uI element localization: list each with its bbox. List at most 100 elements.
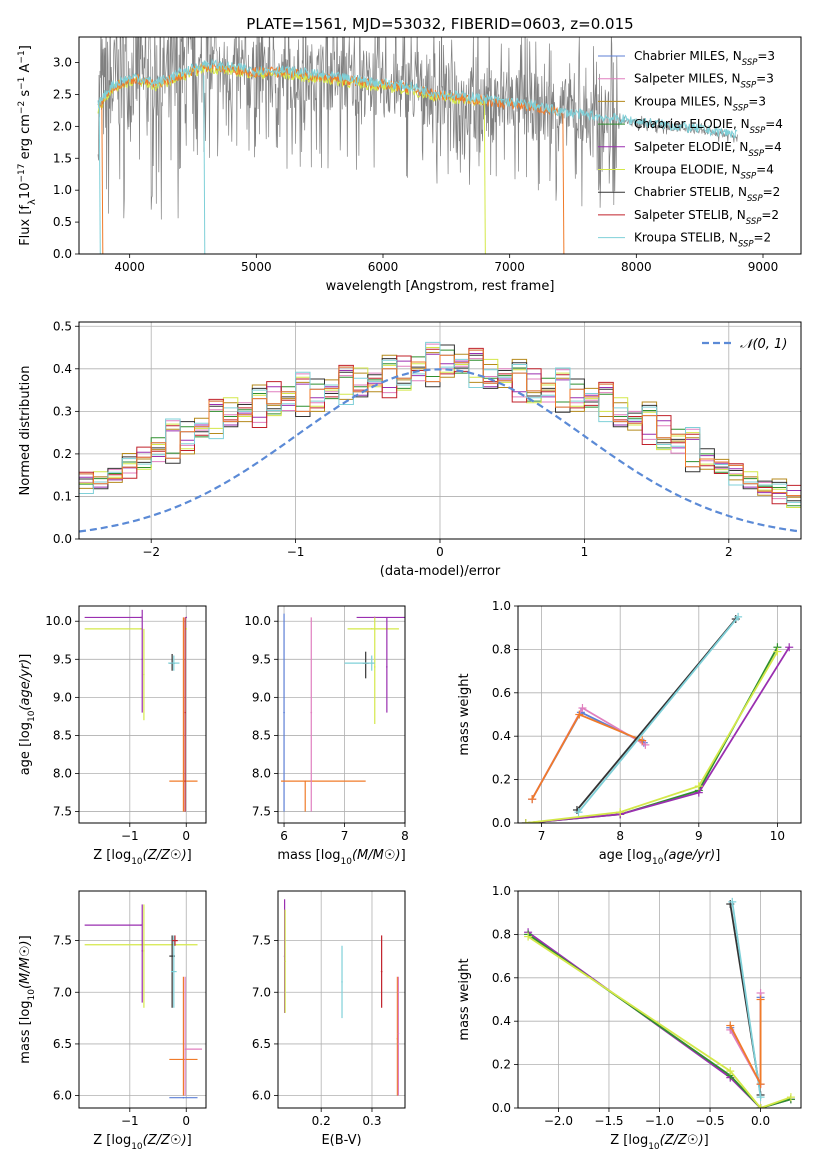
legend-label-text: Salpeter STELIB, N [634, 208, 746, 222]
x-tick-label: 9 [695, 829, 703, 843]
histograms [79, 341, 801, 533]
model-edge-line [98, 107, 101, 254]
y-tick-label: 0.6 [492, 971, 511, 985]
x-tick-label: 6000 [368, 260, 399, 274]
x-tick-label: −2.0 [544, 1114, 573, 1128]
x-axis-label: mass [log10(M/M☉)] [277, 848, 405, 867]
data-point [182, 1058, 185, 1061]
age-vs-mass-panel: 6 7 8 7.5 8.0 8.5 9.0 9.5 10.0 mass [log10(M/M☉)] [244, 605, 409, 867]
x-tick-label: 8 [616, 829, 624, 843]
data-point [140, 924, 142, 926]
label-italic: (age/yr) [18, 659, 33, 711]
y-tick-label: 7.0 [53, 985, 72, 999]
label-text: ] [704, 1133, 709, 1148]
label-text: log [321, 848, 341, 863]
y-tick-label: 0.0 [53, 247, 72, 261]
data-point [304, 780, 307, 782]
label-sup: −17 [17, 164, 27, 183]
axes-frame [277, 605, 406, 824]
axes-frame [277, 890, 406, 1109]
y-tick-label: 1.5 [53, 151, 72, 165]
x-tick-label: 7 [538, 829, 546, 843]
label-sub: 10 [131, 857, 143, 867]
legend-label-sub: SSP [747, 194, 763, 204]
x-tick-label: 9000 [748, 260, 779, 274]
label-text: mass weight [457, 958, 472, 1040]
y-tick-label: 6.5 [252, 1037, 271, 1051]
error-bars [84, 609, 198, 812]
y-tick-label: 9.5 [252, 652, 271, 666]
legend-label-tail: =3 [756, 72, 774, 86]
data-point [397, 1032, 400, 1035]
data-point [140, 628, 142, 630]
plot-layer [521, 612, 794, 823]
y-tick-label: 2.5 [53, 87, 72, 101]
label-text: Z [ [93, 1133, 111, 1148]
y-tick-label: 0.4 [492, 729, 511, 743]
age-vs-metallicity-panel: −1 07.58.08.59.09.510.0Z [log10(Z/Z☉)]age… [18, 605, 207, 867]
y-tick-label: 10.0 [244, 614, 271, 628]
series-line [525, 646, 790, 823]
x-axis-label: Z [log10(Z/Z☉)] [93, 1133, 191, 1152]
data-point [140, 616, 142, 619]
legend-label-sub: SSP [741, 81, 757, 91]
x-axis-label: age [log10(age/yr)] [599, 848, 721, 867]
y-axis-label: Flux [fλ10−17 erg cm−2 s−1 A−1] [17, 45, 38, 246]
data-point [174, 939, 176, 942]
x-tick-label: 6 [280, 829, 288, 843]
residuals-panel: 𝒩(0, 1) −2 −1 0 1 2 0.0 0.1 0.2 0.3 0.4 0.5 (data-mo… [18, 319, 802, 579]
label-italic: (M/M☉) [18, 940, 33, 989]
data-point [173, 662, 175, 664]
legend-label-tail: =2 [761, 208, 779, 222]
label-text: erg cm [18, 114, 33, 163]
series-line [531, 713, 643, 800]
label-text: mass [ [18, 1020, 33, 1063]
legend-label-tail: =4 [765, 117, 783, 131]
legend-label: Salpeter STELIB, NSSP=2 [634, 208, 779, 227]
x-tick-label: 1 [581, 545, 589, 559]
y-tick-label: 0.1 [53, 489, 72, 503]
data-point [185, 628, 188, 630]
plot-layer [283, 899, 400, 1096]
legend-label-sub: SSP [746, 217, 762, 227]
y-tick-label: 9.0 [53, 690, 72, 704]
y-tick-label: 6.0 [53, 1089, 72, 1103]
plot-layer [84, 609, 198, 812]
label-text: ] [187, 1133, 192, 1148]
data-point [283, 711, 285, 714]
x-tick-label: −1 [121, 1114, 139, 1128]
x-tick-label: 2 [725, 545, 733, 559]
x-tick-label: 8 [401, 829, 409, 843]
y-tick-label: 8.0 [252, 767, 271, 781]
y-tick-label: 0.4 [53, 362, 72, 376]
label-text: Normed distribution [18, 366, 33, 496]
plot-layer [524, 897, 795, 1108]
y-tick-label: 0.5 [53, 319, 72, 333]
x-tick-label: −2 [142, 545, 160, 559]
y-tick-label: 8.5 [252, 728, 271, 742]
y-tick-label: 0.2 [492, 1058, 511, 1072]
legend-label: Chabrier MILES, NSSP=3 [634, 49, 775, 68]
weight-vs-metallicity-panel: −2.0 −1.5 −1.0 −0.5 0.0 0.0 0.2 0.4 0.6 0.8 1.0 Z [… [457, 884, 802, 1152]
data-point [341, 981, 343, 983]
y-tick-label: 0.2 [53, 447, 72, 461]
legend-label: Kroupa ELODIE, NSSP=4 [634, 163, 774, 182]
data-point [141, 950, 144, 952]
axes-frame [78, 605, 207, 824]
legend-label-text: Chabrier ELODIE, N [634, 117, 750, 131]
legend-label-sub: SSP [742, 58, 758, 68]
data-point [143, 950, 145, 952]
legend-label-text: Salpeter ELODIE, N [634, 140, 748, 154]
data-point [141, 658, 144, 661]
y-tick-label: 2.0 [53, 119, 72, 133]
model-edge-line [483, 100, 486, 254]
error-bars [281, 613, 405, 812]
data-point [171, 955, 173, 957]
x-tick-label: 0.2 [312, 1114, 331, 1128]
axes-frame [517, 605, 802, 824]
legend-label-tail: =3 [748, 94, 766, 108]
x-axis-label: Z [log10(Z/Z☉)] [610, 1133, 708, 1152]
data-point [370, 628, 373, 630]
legend-label-text: Kroupa MILES, N [634, 94, 733, 108]
y-tick-label: 0.5 [53, 215, 72, 229]
